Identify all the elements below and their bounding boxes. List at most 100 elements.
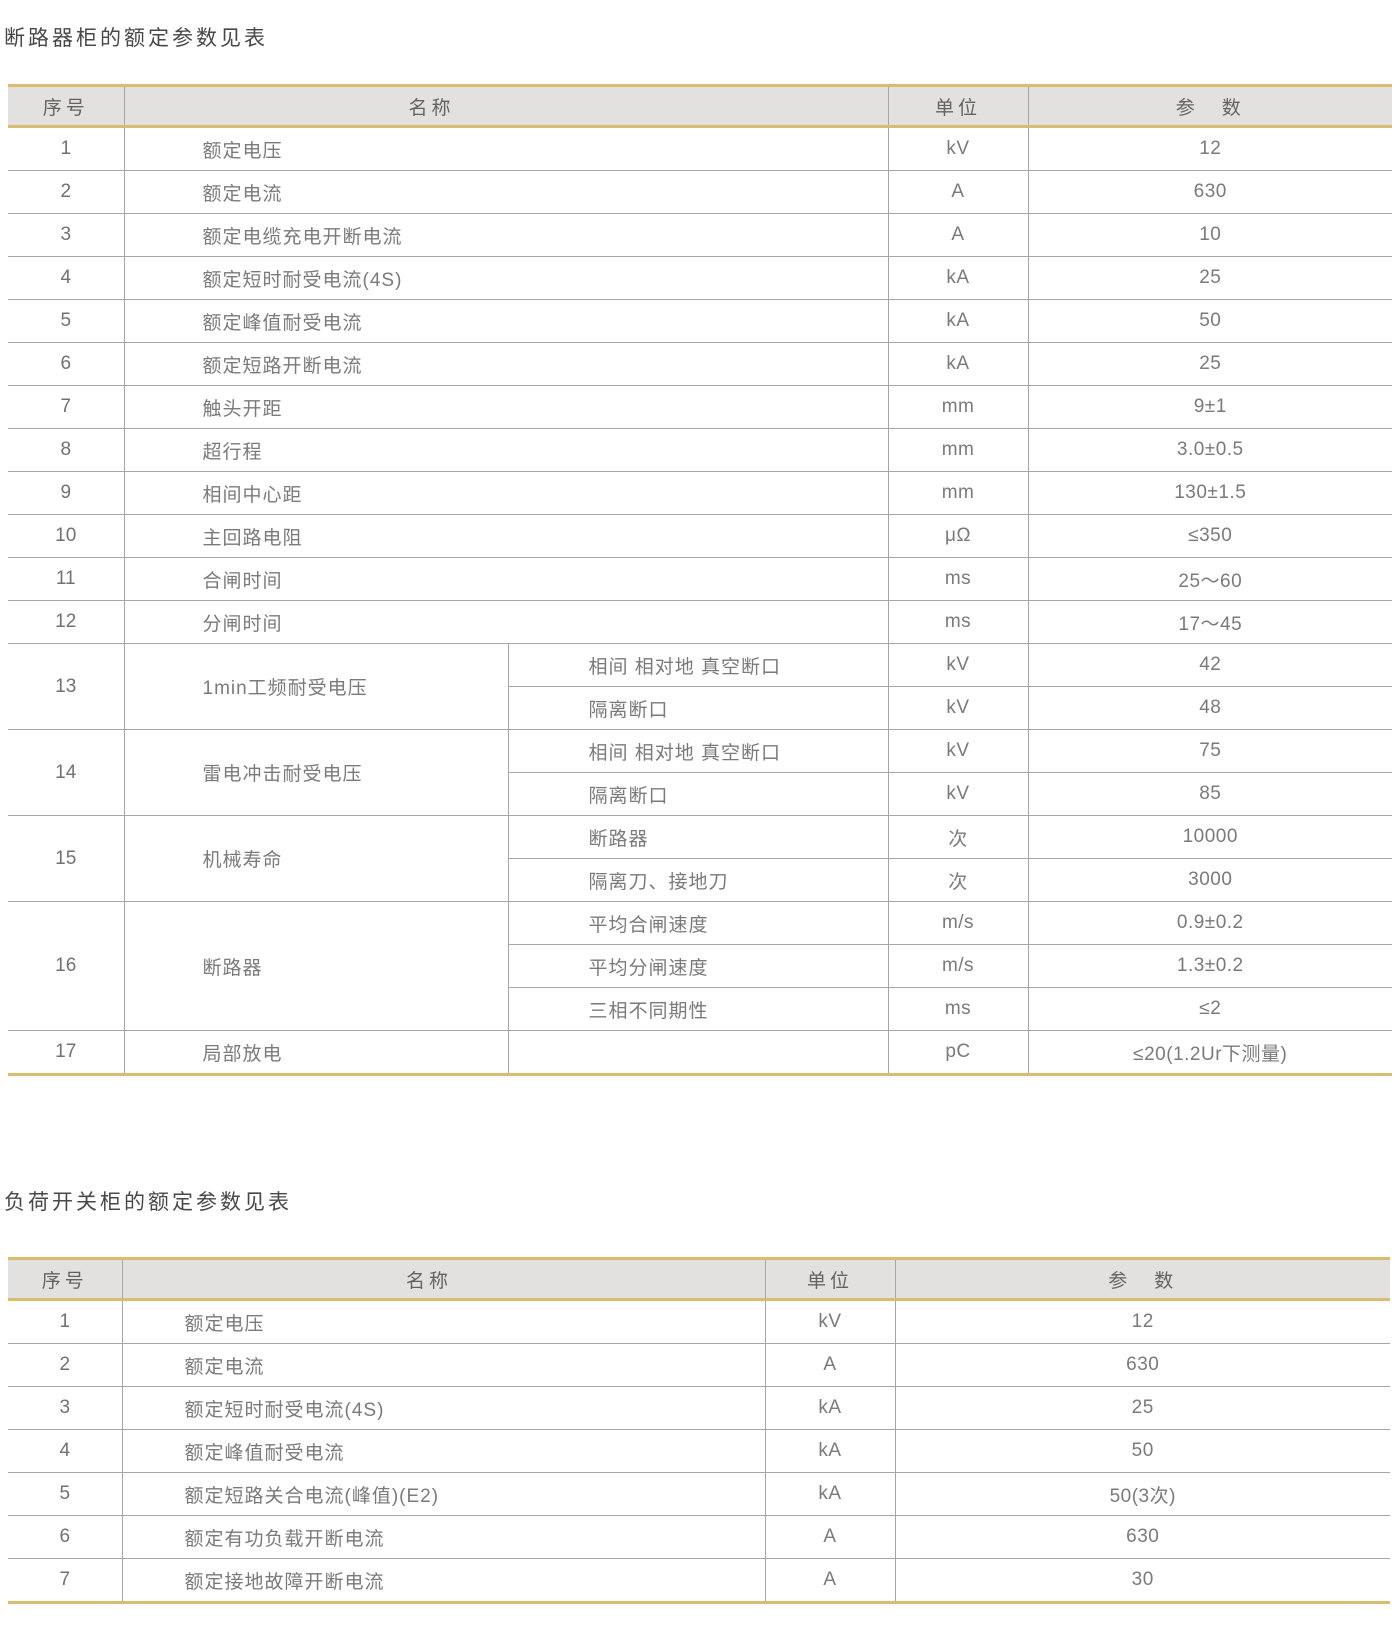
- seq-cell: 14: [8, 729, 125, 816]
- table-row: 1 额定电压 kV 12: [8, 1299, 1390, 1344]
- seq-cell: 17: [8, 1030, 125, 1076]
- seq-cell: 6: [8, 1515, 123, 1559]
- name-cell: 机械寿命: [123, 815, 509, 902]
- table-row: 5 额定峰值耐受电流 kA 50: [8, 299, 1393, 343]
- subname-cell: 相间 相对地 真空断口: [507, 729, 889, 773]
- param-cell: 9±1: [1027, 385, 1393, 429]
- name-cell: 额定短时耐受电流(4S): [123, 256, 889, 300]
- subname-cell: 相间 相对地 真空断口: [507, 643, 889, 687]
- switch-params-table: 序号 名称 单位 参 数 1 额定电压 kV 12 2 额定电流 A 630 3…: [8, 1257, 1390, 1604]
- seq-cell: 6: [8, 342, 125, 386]
- unit-cell: pC: [887, 1030, 1029, 1076]
- seq-cell: 16: [8, 901, 125, 1031]
- param-cell: 630: [1027, 170, 1393, 214]
- name-cell: 额定短路开断电流: [123, 342, 889, 386]
- name-cell: 断路器: [123, 901, 509, 1031]
- seq-cell: 7: [8, 385, 125, 429]
- name-cell: 超行程: [123, 428, 889, 472]
- name-cell: 额定电缆充电开断电流: [123, 213, 889, 257]
- table-row-group: 15 机械寿命 断路器 次 10000: [8, 815, 1393, 902]
- seq-cell: 5: [8, 299, 125, 343]
- table-row: 12 分闸时间 ms 17～45: [8, 600, 1393, 644]
- name-cell: 额定峰值耐受电流: [121, 1429, 766, 1473]
- unit-cell: kV: [887, 126, 1029, 171]
- table-row: 10 主回路电阻 μΩ ≤350: [8, 514, 1393, 558]
- seq-cell: 8: [8, 428, 125, 472]
- subname-cell: 隔离断口: [507, 772, 889, 816]
- table-subrow: 三相不同期性 ms ≤2: [8, 987, 1393, 1031]
- switch-table-title: 负荷开关柜的额定参数见表: [4, 1190, 292, 1214]
- breaker-table-title: 断路器柜的额定参数见表: [4, 26, 268, 50]
- param-cell: 50(3次): [894, 1472, 1390, 1516]
- seq-cell: 7: [8, 1558, 123, 1604]
- header-unit: 单位: [764, 1257, 895, 1301]
- unit-cell: kA: [764, 1472, 896, 1516]
- param-cell: 630: [894, 1343, 1390, 1387]
- seq-cell: 3: [8, 1386, 123, 1430]
- table-row: 3 额定电缆充电开断电流 A 10: [8, 213, 1393, 257]
- subname-cell: 三相不同期性: [507, 987, 889, 1031]
- header-unit: 单位: [887, 84, 1029, 128]
- name-cell: 雷电冲击耐受电压: [123, 729, 509, 816]
- unit-cell: kV: [887, 643, 1029, 687]
- unit-cell: kV: [887, 686, 1029, 730]
- name-cell: 额定有功负载开断电流: [121, 1515, 766, 1559]
- name-cell: 额定峰值耐受电流: [123, 299, 889, 343]
- name-cell: 额定电压: [123, 126, 889, 171]
- unit-cell: A: [887, 170, 1029, 214]
- table-row: 4 额定短时耐受电流(4S) kA 25: [8, 256, 1393, 300]
- seq-cell: 4: [8, 256, 125, 300]
- unit-cell: mm: [887, 385, 1029, 429]
- subname-cell: 隔离刀、接地刀: [507, 858, 889, 902]
- unit-cell: 次: [887, 858, 1029, 902]
- name-cell: 主回路电阻: [123, 514, 889, 558]
- unit-cell: A: [887, 213, 1029, 257]
- header-name: 名称: [121, 1257, 765, 1301]
- table-row: 6 额定有功负载开断电流 A 630: [8, 1515, 1390, 1559]
- unit-cell: kA: [764, 1386, 896, 1430]
- seq-cell: 10: [8, 514, 125, 558]
- unit-cell: mm: [887, 471, 1029, 515]
- unit-cell: kV: [764, 1299, 896, 1344]
- unit-cell: kA: [887, 342, 1029, 386]
- subname-cell: 断路器: [507, 815, 889, 859]
- unit-cell: A: [764, 1558, 896, 1604]
- table-row: 7 额定接地故障开断电流 A 30: [8, 1558, 1390, 1604]
- table-subrow: 隔离刀、接地刀 次 3000: [8, 858, 1393, 902]
- unit-cell: μΩ: [887, 514, 1029, 558]
- name-cell: 额定短路关合电流(峰值)(E2): [121, 1472, 766, 1516]
- param-cell: 1.3±0.2: [1027, 944, 1393, 988]
- seq-cell: 3: [8, 213, 125, 257]
- header-seq: 序号: [8, 1257, 122, 1301]
- name-cell: 分闸时间: [123, 600, 889, 644]
- seq-cell: 12: [8, 600, 125, 644]
- name-cell: 额定电流: [123, 170, 889, 214]
- name-cell: 额定接地故障开断电流: [121, 1558, 766, 1604]
- name-cell: 额定短时耐受电流(4S): [121, 1386, 766, 1430]
- param-cell: 630: [894, 1515, 1390, 1559]
- table-row: 17 局部放电 pC ≤20(1.2Ur下测量): [8, 1030, 1393, 1076]
- param-cell: 12: [894, 1299, 1390, 1344]
- unit-cell: kA: [764, 1429, 896, 1473]
- table-row-group: 13 1min工频耐受电压 相间 相对地 真空断口 kV 42: [8, 643, 1393, 730]
- param-cell: 25: [894, 1386, 1390, 1430]
- param-cell: 3000: [1027, 858, 1393, 902]
- unit-cell: 次: [887, 815, 1029, 859]
- param-cell: 75: [1027, 729, 1393, 773]
- subname-cell: 平均分闸速度: [507, 944, 889, 988]
- param-cell: 10: [1027, 213, 1393, 257]
- table-row-group: 16 断路器 平均合闸速度 m/s 0.9±0.2: [8, 901, 1393, 1031]
- seq-cell: 1: [8, 1299, 123, 1344]
- name-cell: 额定电压: [121, 1299, 766, 1344]
- table-row: 7 触头开距 mm 9±1: [8, 385, 1393, 429]
- table-row: 1 额定电压 kV 12: [8, 126, 1393, 171]
- header-param: 参 数: [1027, 84, 1393, 128]
- name-cell: 额定电流: [121, 1343, 766, 1387]
- param-cell: 25～60: [1027, 557, 1393, 601]
- param-cell: 25: [1027, 256, 1393, 300]
- header-seq: 序号: [8, 84, 124, 128]
- param-cell: ≤350: [1027, 514, 1393, 558]
- table-row-group: 14 雷电冲击耐受电压 相间 相对地 真空断口 kV 75: [8, 729, 1393, 816]
- unit-cell: ms: [887, 600, 1029, 644]
- seq-cell: 5: [8, 1472, 123, 1516]
